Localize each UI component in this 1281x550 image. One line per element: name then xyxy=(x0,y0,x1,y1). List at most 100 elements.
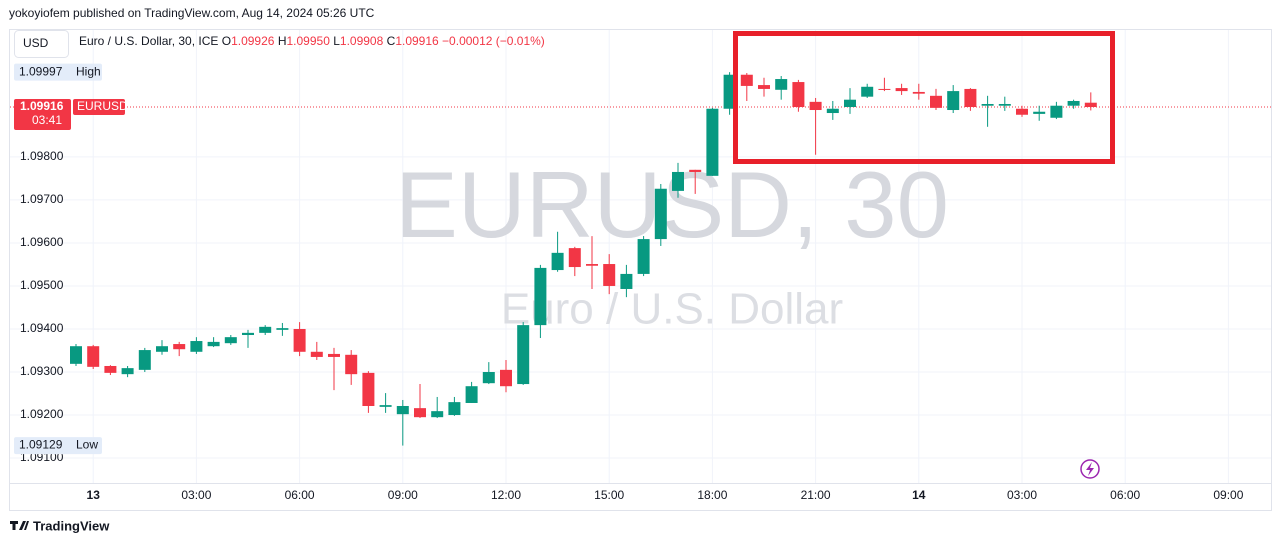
candle-body xyxy=(242,332,254,336)
candle-body xyxy=(362,372,375,406)
candle-body xyxy=(775,79,788,90)
legend: Euro / U.S. Dollar, 30, ICE O1.09926 H1.… xyxy=(79,34,545,48)
candle-body xyxy=(878,88,891,90)
candle-body xyxy=(517,325,530,385)
candle-body xyxy=(895,88,908,92)
x-tick-label: 21:00 xyxy=(801,488,831,502)
currency-button[interactable] xyxy=(14,30,69,58)
y-tick-label: 1.09200 xyxy=(20,407,64,421)
candle-body xyxy=(758,85,770,89)
x-tick-label: 03:00 xyxy=(181,488,211,502)
symbol-badge xyxy=(73,99,125,116)
x-tick-label: 13 xyxy=(87,488,101,502)
y-tick-label: 1.09700 xyxy=(20,192,64,206)
candle-body xyxy=(104,365,117,373)
candle-body xyxy=(930,95,942,108)
candle-body xyxy=(379,405,392,407)
x-tick-label: 18:00 xyxy=(697,488,727,502)
low_marker-label: Low xyxy=(76,438,98,452)
candle-body xyxy=(1050,105,1063,118)
candle-body xyxy=(706,108,719,176)
alert-icon xyxy=(1080,459,1100,479)
candle-body xyxy=(138,350,151,370)
published-line: yokoyiofem published on TradingView.com,… xyxy=(9,6,375,20)
legend-change: −0.00012 (−0.01%) xyxy=(442,34,545,48)
candle-body xyxy=(568,248,581,268)
footer-logo xyxy=(10,521,29,530)
candle-body xyxy=(310,351,323,357)
footer-brand: TradingView xyxy=(33,518,110,533)
candle-body xyxy=(603,264,616,286)
candle-body xyxy=(809,101,822,111)
watermark-title: EURUSD, 30 xyxy=(395,152,949,257)
candle-body xyxy=(861,86,874,97)
candle-body xyxy=(637,239,650,274)
candle-body xyxy=(964,88,977,108)
candle-body xyxy=(947,91,960,111)
x-tick-label: 06:00 xyxy=(1110,488,1140,502)
candle-body xyxy=(551,252,564,271)
candle-body xyxy=(207,341,220,347)
low_marker-badge xyxy=(14,437,102,455)
currency: USD xyxy=(23,36,49,50)
candle-body xyxy=(293,328,306,352)
highlight-box xyxy=(733,31,1115,164)
candle-body xyxy=(328,353,340,357)
candle-body xyxy=(156,346,168,352)
legend-l: L xyxy=(333,34,340,48)
candle-body xyxy=(190,341,203,352)
symbol-label: EURUSD xyxy=(77,99,128,113)
candle-body xyxy=(723,74,736,109)
candle-body xyxy=(396,405,409,415)
legend-o: O xyxy=(222,34,231,48)
candle-body xyxy=(70,346,82,364)
candle-body xyxy=(654,188,667,240)
legend-close: 1.09916 xyxy=(395,34,439,48)
candle-body xyxy=(224,337,237,344)
candle-body xyxy=(121,368,134,375)
legend-c: C xyxy=(387,34,396,48)
candle-body xyxy=(912,91,925,94)
legend-symbol: Euro / U.S. Dollar, 30, ICE xyxy=(79,34,218,48)
x-tick-label: 09:00 xyxy=(1213,488,1243,502)
candle-body xyxy=(826,108,839,114)
legend-high: 1.09950 xyxy=(286,34,330,48)
last-price-value: 1.09916 xyxy=(20,99,64,113)
candle-body xyxy=(1033,111,1046,114)
y-tick-label: 1.09800 xyxy=(20,149,64,163)
plot xyxy=(10,72,1271,446)
candle-body xyxy=(998,103,1011,106)
candle-body xyxy=(482,372,495,384)
last-price-countdown: 03:41 xyxy=(32,113,62,127)
watermark-subtitle: Euro / U.S. Dollar xyxy=(501,285,843,334)
candle-body xyxy=(620,273,633,289)
candle-body xyxy=(448,402,461,416)
x-tick-label: 12:00 xyxy=(491,488,521,502)
price-badges: 1.091001.092001.093001.094001.095001.096… xyxy=(14,63,1244,502)
y-tick-label: 1.09400 xyxy=(20,321,64,335)
candle-body xyxy=(1084,102,1097,108)
candle-body xyxy=(414,408,426,418)
high_marker-badge xyxy=(14,63,102,81)
candle-body xyxy=(173,344,186,350)
y-tick-label: 1.09500 xyxy=(20,278,64,292)
high_marker-value: 1.09997 xyxy=(19,64,63,78)
candle-body xyxy=(672,171,684,191)
legend-h: H xyxy=(278,34,287,48)
candle-body xyxy=(1016,108,1028,115)
x-tick-label: 14 xyxy=(912,488,926,502)
candle-body xyxy=(792,82,805,108)
candle-body xyxy=(1067,100,1080,106)
candle-body xyxy=(87,346,100,367)
legend-low: 1.09908 xyxy=(340,34,384,48)
candle-body xyxy=(844,99,856,108)
candle-body xyxy=(276,328,289,330)
y-tick-label: 1.09600 xyxy=(20,235,64,249)
candle-body xyxy=(345,354,358,375)
candle-body xyxy=(981,103,994,106)
candle-body xyxy=(586,264,598,266)
candle-body xyxy=(259,326,272,333)
x-tick-label: 15:00 xyxy=(594,488,624,502)
